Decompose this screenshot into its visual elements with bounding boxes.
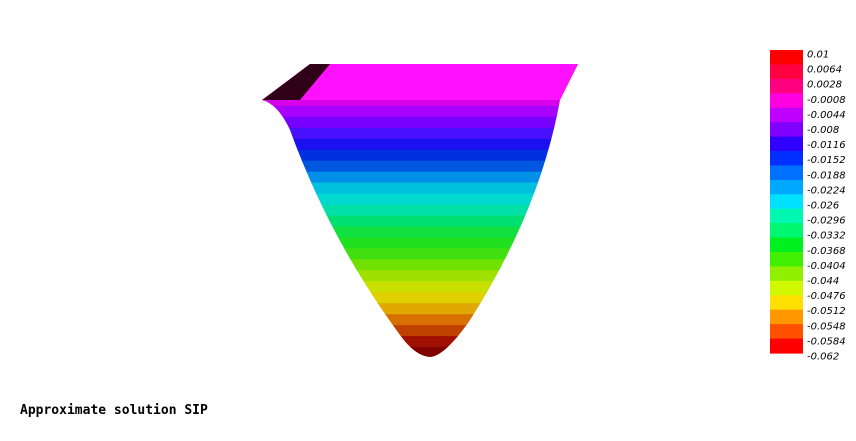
legend-label: -0.008	[807, 125, 839, 136]
surface-band	[262, 193, 578, 206]
legend-swatch	[770, 309, 803, 325]
surface-band	[262, 105, 578, 118]
surface-band	[262, 149, 578, 162]
legend-swatch	[770, 324, 803, 340]
legend-swatch	[770, 93, 803, 109]
legend-label: -0.0368	[807, 246, 846, 257]
surface-band	[262, 314, 578, 326]
bowl-surface	[262, 64, 578, 357]
surface-band	[262, 347, 578, 357]
legend-swatch	[770, 338, 803, 354]
legend-label: -0.0152	[807, 155, 846, 166]
plot-caption: Approximate solution SIP	[20, 403, 208, 418]
legend-swatch	[770, 50, 803, 66]
surface-band	[262, 127, 578, 140]
surface-band	[262, 292, 578, 304]
legend-swatch	[770, 151, 803, 167]
legend-swatch	[770, 266, 803, 282]
legend-swatch	[770, 64, 803, 80]
legend-swatch	[770, 136, 803, 152]
legend-label: -0.044	[807, 276, 839, 287]
legend-swatch	[770, 122, 803, 138]
color-legend: 0.01 0.0064 0.0028 -0.0008 -0.0044 -0.008 -0.0…	[770, 50, 846, 363]
legend-label: -0.0044	[807, 110, 846, 121]
surface-band	[262, 138, 578, 151]
legend-swatch	[770, 237, 803, 253]
legend-label: -0.026	[807, 201, 839, 212]
surface-rim	[262, 64, 578, 100]
legend-swatch	[770, 295, 803, 311]
legend-label: -0.0008	[807, 95, 846, 106]
legend-label: -0.0332	[807, 231, 846, 242]
legend-label: -0.0512	[807, 306, 846, 317]
legend-swatch	[770, 165, 803, 181]
legend-label: -0.062	[807, 352, 839, 363]
legend-swatch	[770, 280, 803, 296]
surface-band	[262, 182, 578, 195]
surface-band	[262, 303, 578, 315]
legend-label: -0.0224	[807, 185, 846, 196]
legend-swatch	[770, 223, 803, 239]
surface-band	[262, 325, 578, 337]
legend-label: -0.0404	[807, 261, 846, 272]
surface-band	[262, 248, 578, 260]
surface-band	[262, 215, 578, 228]
surface-band	[262, 270, 578, 282]
surface-band	[262, 204, 578, 217]
legend-label: -0.0476	[807, 291, 846, 302]
legend-label: 0.0064	[807, 65, 842, 76]
legend-label: 0.0028	[807, 80, 842, 91]
legend-swatch	[770, 194, 803, 210]
legend-label: 0.01	[807, 50, 829, 61]
surface-band	[262, 171, 578, 184]
surface-band	[262, 237, 578, 249]
surface-band	[262, 281, 578, 293]
legend-label: -0.0188	[807, 170, 846, 181]
legend-label: -0.0296	[807, 216, 846, 227]
legend-swatch	[770, 179, 803, 195]
surface-band	[262, 160, 578, 173]
legend-swatch	[770, 78, 803, 94]
surface-band	[262, 259, 578, 271]
legend-swatch	[770, 107, 803, 123]
legend-label: -0.0584	[807, 336, 846, 347]
surface-band	[262, 226, 578, 238]
legend-label: -0.0548	[807, 321, 846, 332]
surface-band	[262, 116, 578, 129]
surface-band	[262, 94, 578, 107]
surface-rim-shadow	[262, 64, 330, 100]
legend-label: -0.0116	[807, 140, 846, 151]
surface-band	[262, 336, 578, 348]
legend-swatch	[770, 252, 803, 268]
legend-swatch	[770, 208, 803, 224]
